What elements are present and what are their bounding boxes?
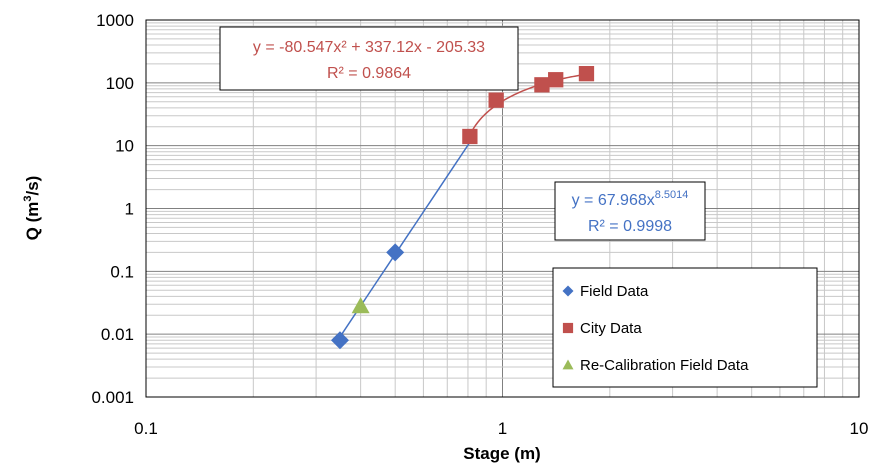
- re-calibration-field-data-point: [351, 297, 370, 314]
- y-tick-label: 0.001: [91, 388, 134, 407]
- legend-marker: [562, 359, 574, 370]
- poly-equation: y = -80.547x² + 337.12x - 205.33: [253, 39, 485, 56]
- poly-r2: R² = 0.9864: [327, 65, 411, 82]
- poly-trendline: [469, 73, 587, 136]
- field-data-point: [386, 243, 405, 262]
- legend: Field Data City Data Re-Calibration Field …: [552, 267, 818, 388]
- city-data-point: [548, 72, 564, 88]
- legend-label: Re-Calibration Field Data: [580, 357, 749, 374]
- power-r2: R² = 0.9998: [588, 218, 672, 235]
- power-equation: y = 67.968x8.5014: [572, 189, 689, 209]
- x-axis-title: Stage (m): [463, 444, 540, 463]
- y-tick-label: 0.1: [110, 262, 134, 281]
- x-tick-label: 10: [850, 419, 869, 438]
- power-equation-box: y = 67.968x8.5014 R² = 0.9998: [554, 181, 706, 241]
- y-tick-labels: 0.001 0.01 0.1 1 10 100 1000: [91, 11, 134, 407]
- y-tick-label: 10: [115, 137, 134, 156]
- y-tick-label: 0.01: [101, 325, 134, 344]
- y-tick-label: 100: [106, 74, 134, 93]
- x-tick-labels: 0.1 1 10: [134, 419, 868, 438]
- legend-marker: [562, 322, 574, 334]
- data-points: [330, 66, 595, 350]
- city-data-point: [462, 128, 478, 145]
- city-data-point: [578, 66, 595, 82]
- legend-label: Field Data: [580, 283, 649, 300]
- x-tick-label: 1: [498, 419, 507, 438]
- y-axis-title: Q (m3/s): [22, 176, 42, 241]
- field-data-point: [330, 331, 349, 350]
- y-tick-label: 1000: [96, 11, 134, 30]
- x-tick-label: 0.1: [134, 419, 158, 438]
- y-tick-label: 1: [125, 200, 134, 219]
- legend-marker: [562, 285, 574, 297]
- plot-area-border: [145, 19, 860, 398]
- city-data-point: [488, 92, 504, 108]
- legend-label: City Data: [580, 320, 642, 337]
- city-data-point: [534, 77, 550, 93]
- poly-equation-box: y = -80.547x² + 337.12x - 205.33 R² = 0.…: [219, 26, 519, 91]
- trendlines: [339, 73, 587, 338]
